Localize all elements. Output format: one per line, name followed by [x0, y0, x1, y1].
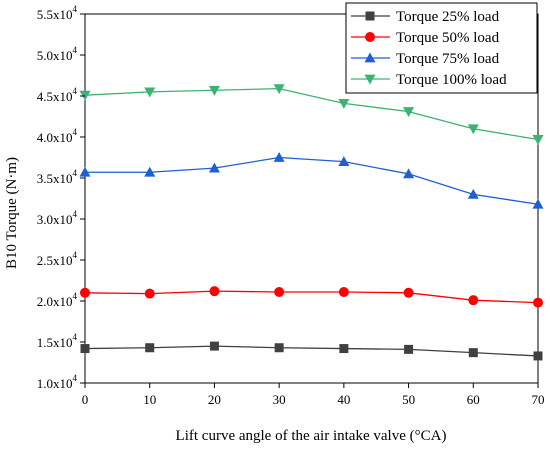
y-tick-label-4: 3.0x104 — [37, 209, 78, 227]
series-1-point-4 — [338, 286, 349, 297]
series-3-point-5 — [403, 107, 415, 118]
y-tick-label-2: 2.0x104 — [37, 291, 78, 309]
legend-marker-3 — [364, 74, 376, 85]
series-layer — [79, 84, 544, 361]
legend-marker-2 — [364, 52, 376, 63]
series-line-3 — [84, 87, 539, 141]
x-tick-label-7: 70 — [532, 392, 545, 407]
series-1-point-7 — [533, 297, 543, 308]
series-line-0 — [84, 345, 539, 357]
x-tick-label-2: 20 — [208, 392, 221, 407]
legend-label-2: Torque 75% load — [396, 51, 500, 67]
series-line-1 — [84, 290, 539, 304]
series-0-point-0 — [80, 344, 90, 354]
series-1-point-5 — [403, 287, 414, 298]
series-2-point-7 — [532, 198, 544, 209]
series-2-point-5 — [403, 168, 415, 179]
legend-label-0: Torque 25% load — [396, 9, 500, 25]
series-3-point-6 — [467, 124, 479, 135]
series-0-point-5 — [404, 344, 414, 354]
series-0-point-1 — [145, 343, 155, 353]
series-2 — [79, 152, 544, 209]
series-0-point-2 — [209, 341, 219, 351]
series-3-point-2 — [208, 85, 220, 96]
series-0-point-7 — [533, 351, 543, 361]
series-2-point-6 — [467, 188, 479, 199]
x-tick-label-4: 40 — [337, 392, 350, 407]
y-tick-label-0: 1.0x104 — [37, 373, 78, 391]
legend-marker-0 — [365, 11, 375, 21]
series-0-point-3 — [274, 343, 284, 353]
series-3-point-3 — [273, 84, 285, 95]
series-3-point-1 — [144, 87, 156, 98]
plot-area — [84, 13, 539, 384]
series-0 — [80, 341, 543, 361]
legend-label-1: Torque 50% load — [396, 30, 500, 46]
y-tick-label-7: 4.5x104 — [37, 86, 78, 104]
series-line-2 — [85, 156, 539, 205]
legend-label-3: Torque 100% load — [396, 72, 507, 88]
x-tick-label-5: 50 — [402, 392, 415, 407]
series-1-point-1 — [144, 288, 155, 299]
series-3-point-7 — [532, 135, 544, 145]
y-tick-label-3: 2.5x104 — [37, 250, 78, 268]
x-tick-label-3: 30 — [273, 392, 286, 407]
y-tick-label-5: 3.5x104 — [37, 168, 78, 186]
series-1-point-3 — [274, 286, 285, 297]
x-axis-title: Lift curve angle of the air intake valve… — [176, 428, 447, 444]
legend-box — [345, 2, 538, 94]
series-3-point-4 — [338, 98, 350, 109]
axes: 0 10 20 30 40 50 60 70 1.0x104 1.5x104 2.0x104 2.5x… — [37, 4, 545, 407]
series-0-point-6 — [468, 348, 478, 358]
series-2-point-4 — [338, 156, 350, 166]
y-tick-label-8: 5.0x104 — [37, 45, 78, 63]
series-1 — [80, 286, 543, 308]
y-tick-label-9: 5.5x104 — [37, 4, 78, 22]
series-2-point-0 — [79, 166, 91, 177]
x-tick-label-0: 0 — [82, 392, 89, 407]
y-axis-title: B10 Torque (N·m) — [4, 157, 20, 269]
series-1-point-6 — [468, 295, 479, 306]
series-2-point-1 — [144, 166, 156, 177]
x-tick-label-6: 60 — [467, 392, 480, 407]
legend-marker-1 — [365, 32, 375, 42]
series-1-point-2 — [209, 286, 220, 297]
series-1-point-0 — [80, 287, 90, 298]
x-tick-label-1: 10 — [143, 392, 156, 407]
legend: Torque 25% load Torque 50% load Torque 75%… — [345, 2, 538, 94]
y-tick-label-6: 4.0x104 — [37, 127, 78, 145]
y-tick-label-1: 1.5x104 — [37, 332, 78, 350]
series-2-point-3 — [273, 152, 285, 162]
plot-frame — [84, 13, 539, 384]
series-0-point-4 — [339, 344, 349, 354]
series-2-point-2 — [208, 162, 220, 173]
